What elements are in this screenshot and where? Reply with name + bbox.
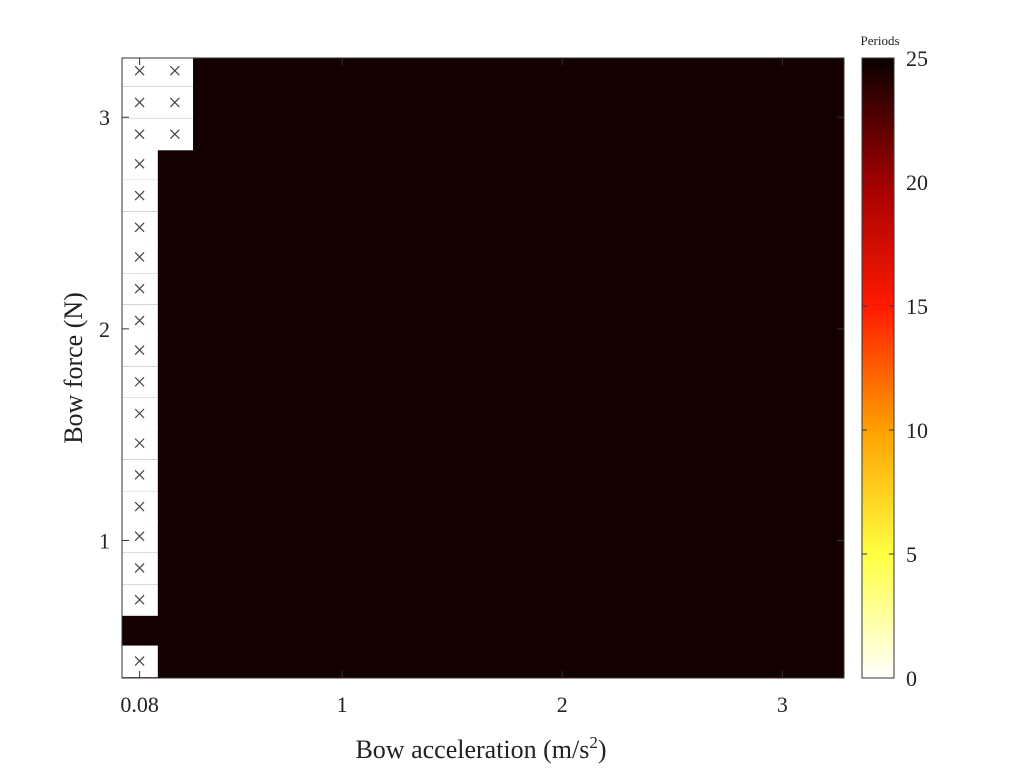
no-data-marker [134,190,145,201]
y-tick-label: 1 [99,528,110,553]
colorbar [861,57,895,679]
y-tick-label: 3 [99,105,110,130]
y-tick-label: 2 [99,317,110,342]
no-data-marker [134,251,145,262]
colorbar-tick-label: 25 [906,46,928,71]
colorbar-tick-label: 0 [906,666,917,691]
no-data-marker [134,65,145,76]
x-axis-label-superscript: 2 [589,733,598,752]
y-axis-ticks: 1 2 3 [99,105,844,553]
no-data-marker [134,283,145,294]
plot-frame [121,57,845,679]
no-data-marker [134,594,145,605]
no-data-marker [134,438,145,449]
no-data-marker [134,563,145,573]
x-tick-label: 1 [337,692,348,717]
no-data-marker [134,376,145,387]
no-data-marker [134,129,145,140]
no-data-marker [134,222,145,233]
no-data-marker [134,408,145,419]
no-data-marker [134,469,145,480]
heatmap-background [122,58,844,678]
colorbar-tick-label: 5 [906,542,917,567]
no-data-marker [134,158,145,169]
colorbar-tick-label: 15 [906,294,928,319]
x-tick-label: 2 [557,692,568,717]
y-axis-label: Bow force (N) [59,292,88,444]
x-axis-label: Bow acceleration (m/s2) [355,733,606,764]
colorbar-tick-label: 10 [906,418,928,443]
colorbar-title: Periods [861,33,900,48]
x-tick-label: 3 [777,692,788,717]
no-data-marker [134,345,145,355]
no-data-marker [134,531,145,542]
no-data-marker [169,65,180,76]
x-axis-ticks: 0.08 1 2 3 [120,58,788,717]
colorbar-ticks: 0 5 10 15 20 25 [862,46,928,691]
no-data-marker [134,315,145,326]
no-data-marker [169,97,180,108]
no-data-marker [134,501,145,512]
no-data-cells [122,55,194,678]
no-data-markers [134,65,180,666]
colorbar-tick-label: 20 [906,170,928,195]
no-data-marker [169,129,180,140]
x-tick-label: 0.08 [120,692,159,717]
no-data-marker [134,656,145,666]
no-data-marker [134,97,145,108]
